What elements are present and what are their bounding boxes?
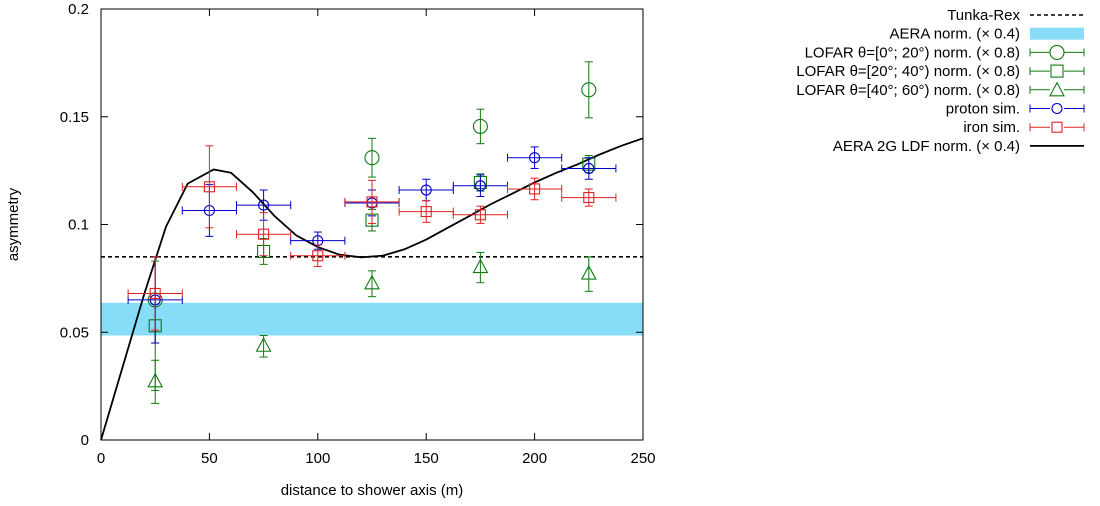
data-point [236, 212, 292, 257]
data-point [147, 359, 164, 404]
y-tick-label: 0.1 [68, 217, 89, 234]
y-tick-label: 0 [81, 432, 89, 449]
data-point [452, 174, 508, 197]
point-marker [364, 150, 380, 166]
legend-entry: LOFAR θ=[20°; 40°) norm. (× 0.8) [796, 63, 1085, 80]
legend-marker [1050, 64, 1064, 78]
data-point [364, 137, 380, 178]
data-point [507, 177, 563, 201]
x-tick-label: 250 [630, 450, 655, 467]
point-marker [583, 192, 595, 204]
legend-marker-bg [1050, 120, 1064, 135]
legend-marker [1049, 44, 1065, 60]
point-marker [255, 337, 272, 352]
point-marker [364, 274, 380, 290]
y-tick-label: 0.05 [60, 324, 89, 341]
legend-label: LOFAR θ=[40°; 60°) norm. (× 0.8) [796, 82, 1020, 99]
data-point [290, 244, 346, 268]
point-marker [147, 372, 164, 388]
point-marker [474, 209, 486, 221]
points-layer [127, 61, 617, 404]
x-tick-label: 100 [305, 450, 330, 467]
legend-marker-bg [1050, 82, 1064, 97]
legend-marker [1051, 102, 1063, 115]
legend-label: LOFAR θ=[20°; 40°) norm. (× 0.8) [796, 63, 1020, 80]
data-point [398, 200, 454, 223]
point-marker [583, 162, 595, 175]
legend-label: AERA norm. (× 0.4) [890, 26, 1020, 43]
legend-label: proton sim. [946, 101, 1020, 118]
data-point [580, 256, 597, 292]
data-point [507, 146, 563, 169]
legend-entry: AERA norm. (× 0.4) [890, 26, 1084, 43]
legend-marker [1051, 121, 1063, 133]
point-marker [472, 258, 489, 274]
point-marker [580, 264, 597, 280]
legend-entry: LOFAR θ=[0°; 20°) norm. (× 0.8) [805, 44, 1085, 61]
point-marker [472, 118, 488, 134]
point-marker [258, 199, 270, 211]
legend-entry: LOFAR θ=[40°; 60°) norm. (× 0.8) [796, 81, 1085, 99]
y-tick-label: 0.2 [68, 1, 89, 18]
legend-marker-bg [1050, 64, 1064, 79]
x-tick-label: 150 [414, 450, 439, 467]
legend-label: AERA 2G LDF norm. (× 0.4) [833, 138, 1020, 155]
data-point [127, 256, 183, 331]
legend-label: LOFAR θ=[0°; 20°) norm. (× 0.8) [805, 44, 1020, 61]
legend: Tunka-Rex AERA norm. (× 0.4)LOFAR θ=[0°; … [796, 7, 1085, 155]
x-axis-label: distance to shower axis (m) [281, 482, 464, 499]
band-layer [101, 302, 643, 336]
data-point [561, 188, 617, 207]
aera-band [101, 302, 643, 336]
data-point [561, 157, 617, 180]
legend-label: iron sim. [963, 119, 1020, 136]
data-point [581, 61, 597, 119]
y-tick-label: 0.15 [60, 109, 89, 126]
data-point [472, 108, 488, 145]
aera-ldf-curve [100, 137, 644, 441]
data-point [255, 334, 272, 358]
ticks-layer: 0 50 100 150 200 250 0 0.05 0.1 0.15 0.2 [60, 1, 656, 467]
x-tick-label: 200 [522, 450, 547, 467]
point-marker [366, 196, 378, 208]
data-point [472, 252, 489, 284]
point-marker [420, 184, 432, 196]
legend-label: Tunka-Rex [947, 7, 1020, 24]
point-marker [258, 228, 270, 240]
legend-entry: AERA 2G LDF norm. (× 0.4) [833, 138, 1084, 155]
data-point [181, 145, 237, 229]
data-point [364, 270, 380, 298]
point-marker [149, 287, 161, 300]
data-point [452, 205, 508, 224]
legend-swatch [1030, 27, 1084, 40]
legend-entry: Tunka-Rex [947, 7, 1084, 24]
x-tick-label: 0 [97, 450, 105, 467]
point-marker [203, 181, 215, 193]
y-axis-label: asymmetry [5, 187, 22, 261]
legend-marker-bg [1050, 45, 1064, 60]
point-marker [474, 180, 486, 192]
data-point [344, 179, 400, 224]
point-marker [529, 183, 541, 195]
point-marker [420, 206, 432, 218]
legend-entry: proton sim. [946, 101, 1085, 118]
point-marker [581, 82, 597, 98]
point-marker [529, 152, 541, 164]
legend-entry: iron sim. [963, 119, 1085, 136]
data-point [236, 189, 292, 221]
data-point [398, 178, 454, 202]
curve-layer [100, 137, 644, 441]
point-marker [312, 250, 324, 262]
legend-marker [1049, 81, 1065, 97]
x-tick-label: 50 [201, 450, 218, 467]
